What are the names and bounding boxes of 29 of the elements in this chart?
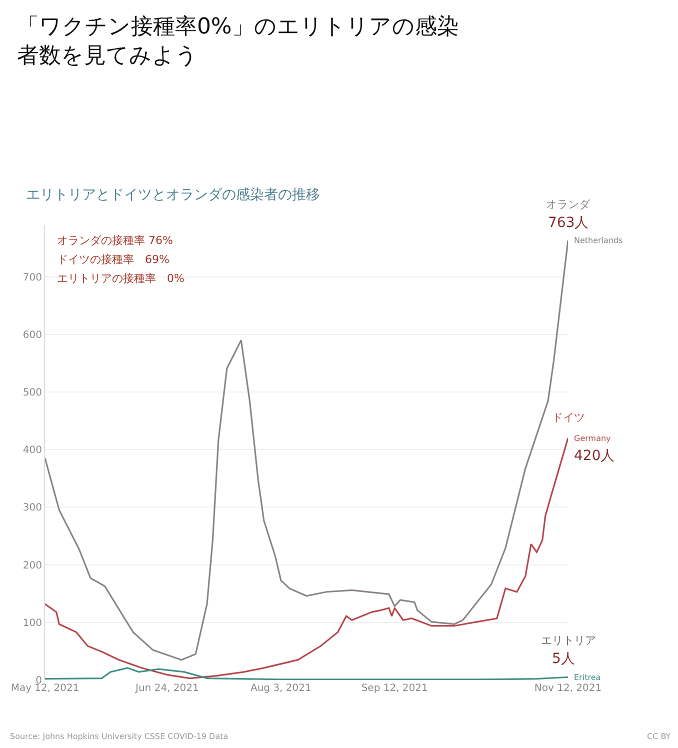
- y-tick-label: 700: [22, 272, 42, 284]
- annotation: エリトリアの接種率 0%: [57, 272, 184, 285]
- annotation: 763人: [548, 215, 589, 231]
- y-tick-label: 500: [22, 388, 42, 399]
- annotation: 5人: [552, 651, 575, 667]
- y-tick-label: 400: [22, 445, 42, 456]
- line-series: [45, 667, 568, 680]
- x-tick-label: Nov 12, 2021: [534, 683, 602, 694]
- annotation: エリトリア: [541, 634, 596, 647]
- text: CC BY: [647, 732, 671, 741]
- y-tick-label: 100: [22, 618, 42, 629]
- x-tick-label: Jun 24, 2021: [134, 683, 199, 694]
- annotation: ドイツの接種率 69%: [57, 253, 170, 266]
- x-tick-label: May 12, 2021: [10, 683, 80, 694]
- annotation: オランダの接種率 76%: [57, 234, 173, 247]
- series-label: Eritrea: [574, 673, 601, 682]
- annotation: 420人: [574, 448, 615, 464]
- chart-title: 「ワクチン接種率0%」のエリトリアの感染者数を見てみよう: [16, 14, 459, 68]
- chart-subtitle: エリトリアとドイツとオランダの感染者の推移: [26, 187, 320, 203]
- source-note: Source: Johns Hopkins University CSSE COVID-19 Data: [10, 732, 228, 741]
- annotation: ドイツ: [552, 411, 585, 424]
- y-tick-label: 300: [22, 502, 42, 514]
- x-tick-label: Aug 3, 2021: [250, 683, 312, 694]
- y-tick-label: 600: [22, 330, 42, 341]
- y-tick-label: 200: [22, 560, 42, 572]
- text: オランダ: [546, 198, 591, 211]
- series-label: Netherlands: [574, 236, 623, 245]
- x-tick-label: Sep 12, 2021: [361, 683, 428, 694]
- series-label: Germany: [574, 434, 612, 443]
